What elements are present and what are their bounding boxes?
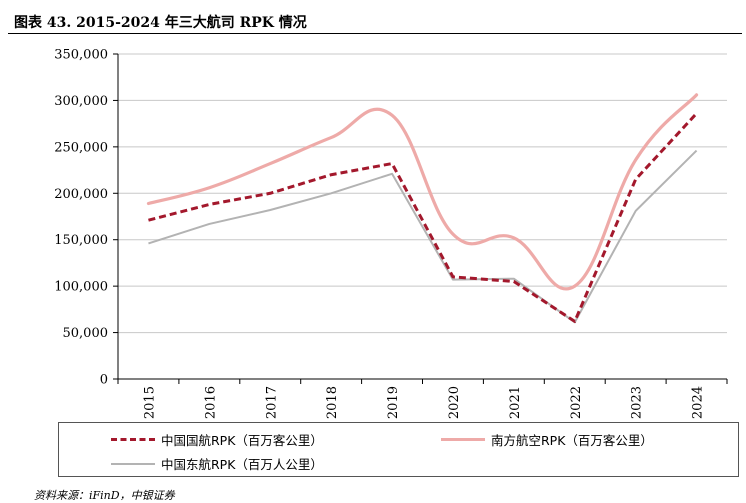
legend-label: 中国东航RPK（百万人公里） [161, 454, 323, 473]
x-tick-label: 2021 [508, 386, 523, 419]
y-tick-label: 50,000 [63, 326, 109, 341]
x-tick-label: 2020 [447, 386, 462, 419]
legend-label: 中国国航RPK（百万客公里） [161, 430, 323, 449]
legend-item-series-0: 中国国航RPK（百万客公里） [111, 430, 323, 449]
x-tick-label: 2019 [386, 386, 401, 419]
series-lines [148, 95, 696, 323]
y-tick-label: 250,000 [54, 140, 108, 155]
legend: 中国国航RPK（百万客公里） 南方航空RPK（百万客公里） 中国东航RPK（百万… [58, 422, 739, 477]
y-tick-label: 300,000 [54, 94, 108, 109]
legend-swatch-gray [111, 463, 155, 465]
source-note: 资料来源：iFinD，中银证券 [34, 487, 175, 503]
y-tick-label: 150,000 [54, 233, 108, 248]
legend-swatch-dashed [111, 438, 155, 441]
series-line-0 [148, 113, 696, 321]
y-tick-label: 0 [100, 373, 108, 388]
x-tick-label: 2023 [630, 386, 645, 419]
axes [113, 54, 727, 384]
gridlines [118, 54, 727, 333]
x-tick-label: 2022 [569, 386, 584, 419]
legend-label: 南方航空RPK（百万客公里） [491, 430, 653, 449]
x-tick-label: 2018 [325, 386, 340, 419]
legend-item-series-1: 南方航空RPK（百万客公里） [441, 430, 653, 449]
legend-swatch-pink [441, 438, 485, 441]
x-tick-label: 2017 [264, 386, 279, 419]
x-tick-label: 2015 [142, 386, 157, 419]
legend-item-series-2: 中国东航RPK（百万人公里） [111, 454, 323, 473]
y-tick-label: 350,000 [54, 48, 108, 63]
x-tick-label: 2016 [203, 386, 218, 419]
tick-labels: 0 50,000 100,000 150,000 200,000 250,000 300,0… [54, 48, 705, 420]
series-line-1 [148, 95, 696, 289]
x-tick-label: 2024 [691, 386, 706, 419]
y-tick-label: 200,000 [54, 187, 108, 202]
y-tick-label: 100,000 [54, 280, 108, 295]
